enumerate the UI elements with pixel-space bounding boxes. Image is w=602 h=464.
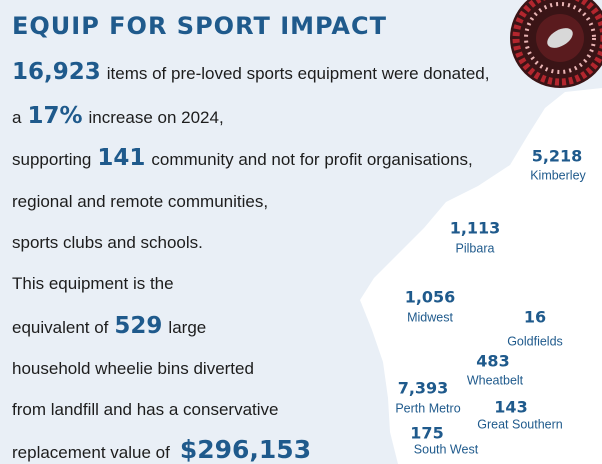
region-count: 1,056: [405, 288, 456, 307]
text: a: [12, 108, 22, 127]
region-count: 175: [410, 424, 443, 443]
wa-map: [360, 88, 602, 464]
region-name: Pilbara: [456, 241, 495, 255]
text-line: household wheelie bins diverted: [12, 359, 254, 378]
region-count: 483: [476, 352, 509, 371]
emblem: [510, 0, 602, 88]
text: replacement value of: [12, 443, 170, 462]
region-name: Perth Metro: [395, 401, 460, 415]
text-line: a 17% increase on 2024,: [12, 104, 224, 130]
region-name: Goldfields: [507, 334, 563, 348]
region-name: Wheatbelt: [467, 373, 524, 387]
text: items of pre-loved sports equipment were…: [106, 64, 490, 83]
stat: 529: [114, 313, 163, 339]
region-count: 143: [494, 398, 527, 417]
text-line: equivalent of 529 large: [12, 314, 206, 340]
region-name: Great Southern: [477, 417, 563, 431]
region-count: 16: [524, 308, 546, 327]
region-name: South West: [414, 442, 479, 456]
text-line: 16,923 items of pre-loved sports equipmen…: [12, 60, 489, 86]
text: community and not for profit organisatio…: [151, 150, 473, 169]
stat: 16,923: [12, 59, 101, 85]
text-line: This equipment is the: [12, 274, 174, 293]
region-name: Midwest: [407, 310, 453, 324]
text-line: regional and remote communities,: [12, 192, 269, 211]
stat: 141: [97, 145, 146, 171]
text-line: supporting 141 community and not for profi…: [12, 146, 473, 172]
text: large: [168, 318, 207, 337]
stat: $296,153: [179, 435, 312, 464]
text: supporting: [12, 150, 92, 169]
stat: 17%: [27, 103, 83, 129]
text-line: from landfill and has a conservative: [12, 400, 279, 419]
text-line: replacement value of $296,153: [12, 435, 317, 464]
title: EQUIP FOR SPORT IMPACT: [12, 12, 387, 40]
region-name: Kimberley: [530, 168, 586, 182]
region-count: 7,393: [398, 379, 449, 398]
text: equivalent of: [12, 318, 109, 337]
region-count: 1,113: [450, 219, 501, 238]
region-count: 5,218: [532, 147, 583, 166]
text: increase on 2024,: [88, 108, 224, 127]
text-line: sports clubs and schools.: [12, 233, 203, 252]
